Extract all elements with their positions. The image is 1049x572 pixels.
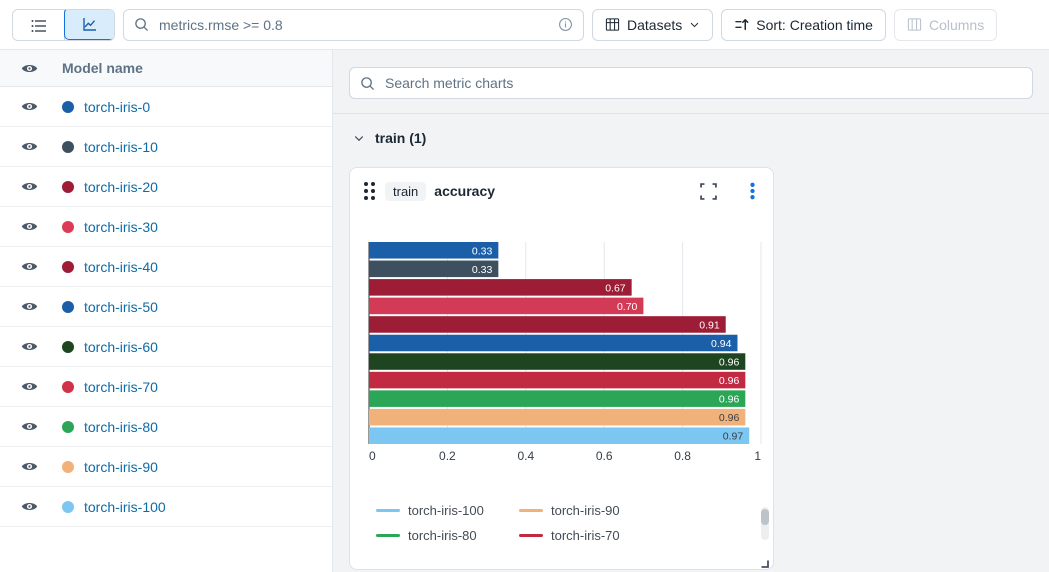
svg-text:0.94: 0.94 — [711, 338, 732, 350]
svg-text:0.91: 0.91 — [699, 319, 720, 331]
svg-text:1: 1 — [754, 449, 761, 463]
svg-text:0.8: 0.8 — [674, 449, 691, 463]
svg-text:0.2: 0.2 — [439, 449, 456, 463]
svg-text:0: 0 — [369, 449, 376, 463]
svg-text:0.33: 0.33 — [472, 245, 493, 257]
svg-text:0.97: 0.97 — [723, 431, 744, 443]
svg-text:0.96: 0.96 — [719, 357, 740, 369]
svg-text:0.67: 0.67 — [605, 282, 626, 294]
svg-text:0.4: 0.4 — [517, 449, 534, 463]
svg-text:0.6: 0.6 — [596, 449, 613, 463]
svg-text:0.33: 0.33 — [472, 264, 493, 276]
svg-text:0.96: 0.96 — [719, 375, 740, 387]
svg-text:0.70: 0.70 — [617, 301, 638, 313]
svg-text:0.96: 0.96 — [719, 394, 740, 406]
svg-text:0.96: 0.96 — [719, 412, 740, 424]
